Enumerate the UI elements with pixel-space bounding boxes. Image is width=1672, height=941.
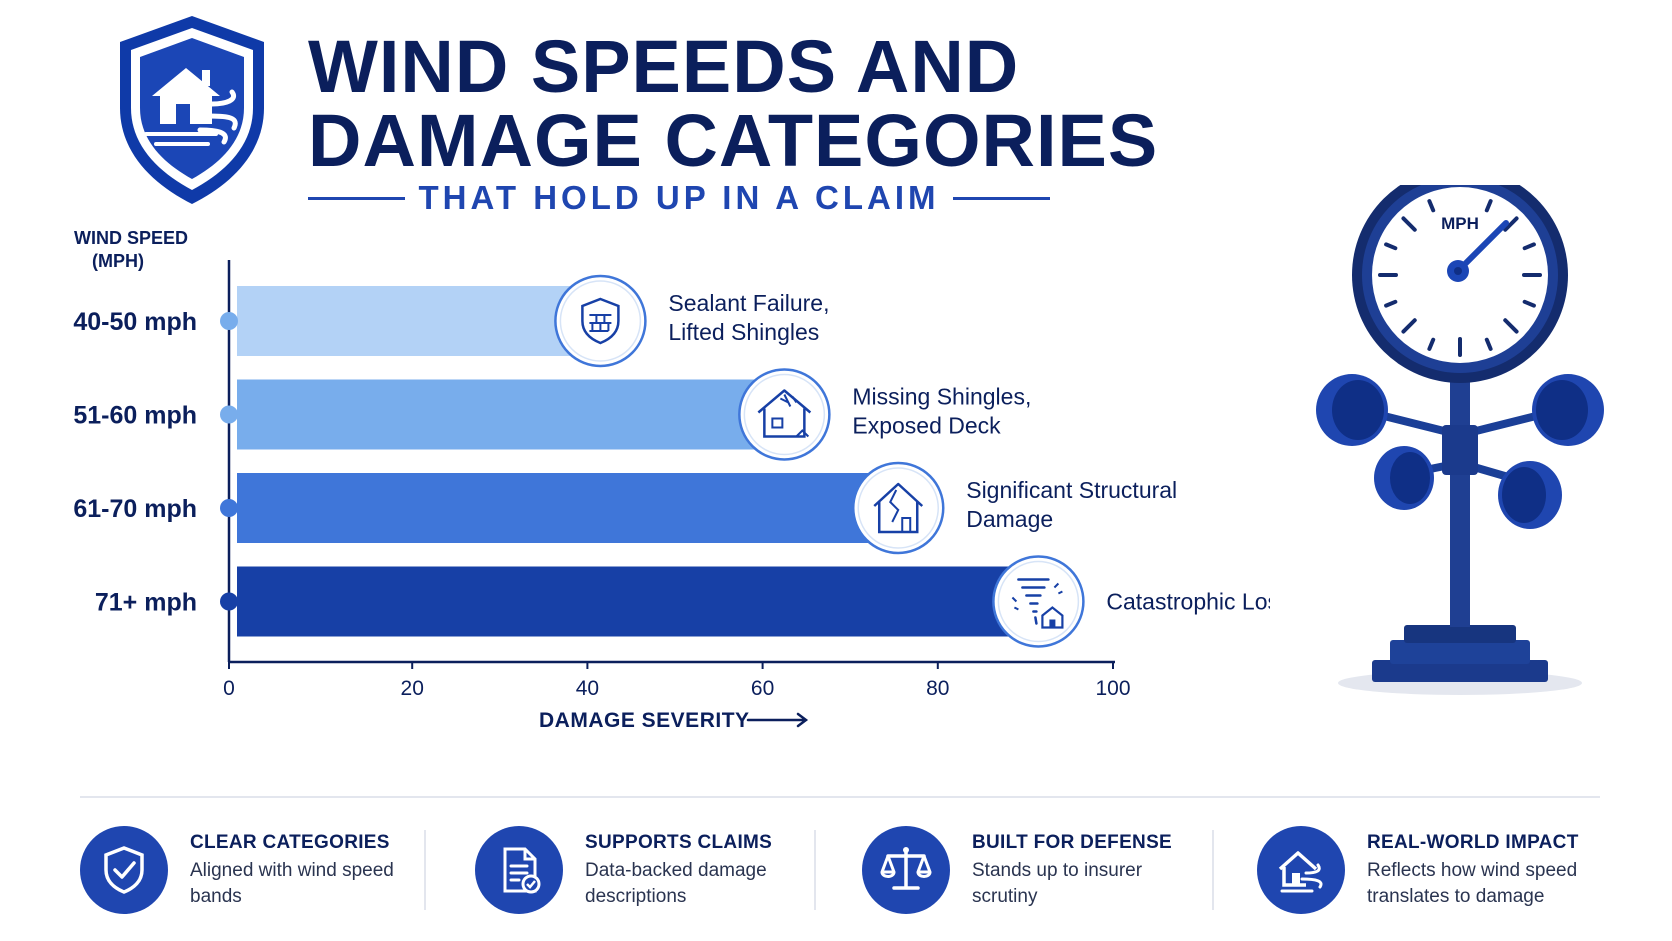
gauge-tick [1484,337,1493,351]
category-label: 51-60 mph [73,402,197,430]
shield-check-icon [80,826,168,914]
x-tick-label: 80 [926,677,949,700]
x-tick-label: 60 [751,677,774,700]
damage-severity-bar-chart: WIND SPEED (MPH) 0 20 40 60 80 100 DAMAGE SEVERI… [73,230,1270,732]
x-tick-label: 20 [401,677,424,700]
house-wind-shield-logo-icon [120,16,264,204]
feature-title: BUILT FOR DEFENSE [972,832,1173,853]
gauge-label: MPH [1441,214,1479,233]
y-axis-title: WIND SPEED [74,230,188,248]
x-tick-label: 100 [1095,677,1130,700]
bar-annotation-line2: Lifted Shingles [668,319,819,345]
gauge-tick [1401,216,1417,232]
bar [237,473,886,543]
feature-separator [424,830,426,910]
x-tick-label: 40 [576,677,599,700]
category-label: 61-70 mph [73,495,197,523]
subtitle-rule-left [308,196,405,200]
subtitle-rule-right [953,196,1050,200]
category-label: 40-50 mph [73,308,197,336]
feature-desc: Stands up to insurer scrutiny [972,860,1143,907]
gauge-tick [1522,242,1536,251]
feature-desc: Reflects how wind speed translates to da… [1367,860,1578,907]
category-label: 71+ mph [95,589,197,617]
bar-annotation-line1: Catastrophic Loss [1106,589,1270,615]
category-marker [220,405,238,424]
feature-separator [1212,830,1214,910]
feature-clear-categories: CLEAR CATEGORIES Aligned with wind speed… [80,826,420,916]
x-tick-label: 0 [223,677,235,700]
gauge-tick [1427,337,1436,351]
feature-title: SUPPORTS CLAIMS [585,832,773,853]
bar-annotation-line2: Damage [966,506,1053,532]
shield-bricks-icon [554,274,647,368]
gauge-tick [1384,242,1398,251]
feature-title: REAL-WORLD IMPACT [1367,832,1579,853]
bar [237,286,588,356]
category-marker [220,499,238,517]
gauge-tick [1522,299,1536,308]
bar-annotation-line1: Missing Shingles, [852,384,1031,410]
bar-annotation-line1: Sealant Failure, [668,290,829,316]
tornado-house-icon [992,555,1085,648]
gauge-tick [1401,318,1417,334]
y-axis-title-unit: (MPH) [92,251,144,271]
section-divider [80,796,1600,798]
feature-supports-claims: SUPPORTS CLAIMS Data-backed damage descr… [475,826,815,916]
feature-separator [814,830,816,910]
bar [237,566,1026,637]
gauge-tick [1503,216,1519,232]
title-line-2: DAMAGE CATEGORIES [308,99,1159,182]
feature-desc: Aligned with wind speed bands [190,860,394,907]
gauge-tick [1484,199,1493,213]
category-marker [220,312,238,330]
cracked-house-icon [851,461,945,555]
gauge-tick [1427,199,1436,213]
subtitle: THAT HOLD UP IN A CLAIM [418,179,940,216]
x-axis-arrow-icon [746,712,809,728]
bar [237,379,772,450]
title-line-1: WIND SPEEDS AND [308,25,1020,108]
subtitle-row: THAT HOLD UP IN A CLAIM [308,178,1050,218]
category-marker [220,592,238,611]
bar-annotation-line2: Exposed Deck [852,413,1001,439]
feature-built-for-defense: BUILT FOR DEFENSE Stands up to insurer s… [862,826,1202,916]
damaged-roof-icon [738,368,831,461]
feature-real-world-impact: REAL-WORLD IMPACT Reflects how wind spee… [1257,826,1597,916]
feature-desc: Data-backed damage descriptions [585,860,767,907]
gauge-tick [1384,299,1398,308]
house-wind-icon [1257,826,1345,914]
anemometer-icon: MPH [1316,185,1604,695]
gauge-tick [1503,318,1519,334]
x-axis-title: DAMAGE SEVERITY [539,709,750,732]
document-check-icon [475,826,563,914]
feature-title: CLEAR CATEGORIES [190,832,390,853]
scales-icon [862,826,950,914]
bar-annotation-line1: Significant Structural [966,477,1177,503]
